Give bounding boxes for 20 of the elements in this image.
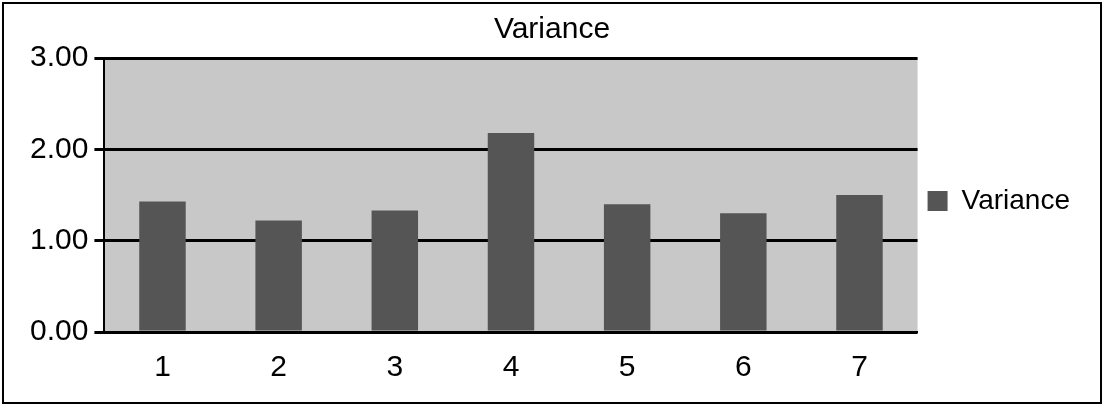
x-tick-label: 1: [154, 349, 171, 383]
chart-title: Variance: [493, 11, 611, 45]
x-tick-label: 5: [618, 349, 636, 383]
y-tick-label: 2.00: [30, 130, 89, 164]
x-tick-label: 3: [386, 349, 404, 383]
bar: [603, 204, 651, 331]
bar: [255, 220, 302, 331]
bar: [371, 210, 419, 331]
y-tick-label: 0.00: [30, 313, 89, 347]
bar: [720, 213, 767, 331]
x-tick-label: 2: [270, 349, 287, 383]
y-tick-label: 1.00: [30, 221, 89, 255]
bar: [139, 201, 186, 331]
x-tick-label: 6: [734, 349, 752, 383]
y-tick-label: 3.00: [30, 39, 89, 73]
x-tick-label: 7: [851, 349, 868, 383]
x-tick-label: 4: [502, 349, 520, 383]
bar: [487, 132, 535, 331]
bar: [836, 195, 883, 331]
legend-label: Variance: [961, 183, 1071, 215]
